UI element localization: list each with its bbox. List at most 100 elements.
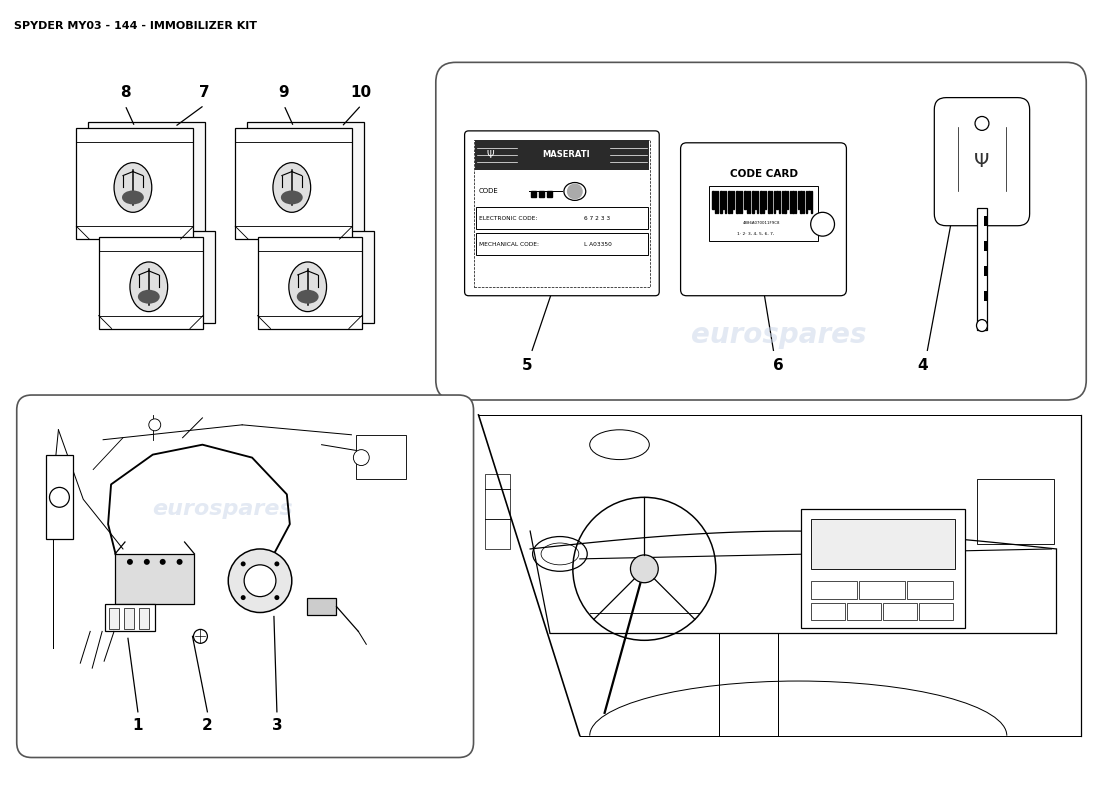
Bar <box>801 191 802 214</box>
Bar <box>768 191 770 214</box>
Bar <box>719 191 722 214</box>
Bar <box>859 581 904 598</box>
Bar <box>801 510 965 629</box>
FancyBboxPatch shape <box>464 131 659 296</box>
Text: CODE CARD: CODE CARD <box>729 169 798 178</box>
Circle shape <box>144 559 150 565</box>
Bar <box>109 607 119 630</box>
Circle shape <box>811 212 835 236</box>
Ellipse shape <box>977 319 988 331</box>
Ellipse shape <box>289 262 327 312</box>
FancyBboxPatch shape <box>474 140 649 170</box>
FancyBboxPatch shape <box>88 122 206 233</box>
Text: CODE: CODE <box>478 189 498 194</box>
Circle shape <box>241 562 245 566</box>
Bar <box>811 519 955 569</box>
Bar <box>906 581 953 598</box>
Circle shape <box>975 117 989 130</box>
Ellipse shape <box>114 162 152 212</box>
Bar <box>918 602 953 621</box>
Text: MECHANICAL CODE:: MECHANICAL CODE: <box>480 242 539 246</box>
Circle shape <box>566 183 583 199</box>
Circle shape <box>50 487 69 507</box>
Bar <box>547 191 552 198</box>
Circle shape <box>353 450 370 466</box>
Ellipse shape <box>297 290 319 304</box>
Text: ELECTRONIC CODE:: ELECTRONIC CODE: <box>480 216 538 221</box>
FancyBboxPatch shape <box>708 186 818 241</box>
Circle shape <box>126 559 133 565</box>
Text: eurospares: eurospares <box>691 322 866 350</box>
Text: 6 7 2 3 3: 6 7 2 3 3 <box>584 216 609 221</box>
Text: Ψ: Ψ <box>975 152 990 171</box>
Text: eurospares: eurospares <box>152 499 293 519</box>
Bar <box>744 191 746 210</box>
FancyBboxPatch shape <box>111 231 214 322</box>
Text: MASERATI: MASERATI <box>542 150 590 159</box>
FancyBboxPatch shape <box>270 231 374 322</box>
FancyBboxPatch shape <box>681 142 846 296</box>
Text: 4886A070011F9C8: 4886A070011F9C8 <box>742 222 780 226</box>
Circle shape <box>229 549 292 613</box>
Ellipse shape <box>564 182 585 200</box>
Circle shape <box>274 562 279 566</box>
Bar <box>45 454 74 539</box>
Text: 7: 7 <box>199 85 210 100</box>
Text: 3: 3 <box>272 718 283 734</box>
FancyBboxPatch shape <box>475 207 648 229</box>
FancyBboxPatch shape <box>934 98 1030 226</box>
Ellipse shape <box>122 190 144 204</box>
Bar <box>531 191 536 198</box>
Bar <box>811 602 845 621</box>
Circle shape <box>177 559 183 565</box>
Ellipse shape <box>130 262 167 312</box>
Bar <box>752 191 754 214</box>
Bar <box>882 602 916 621</box>
Bar <box>984 290 989 301</box>
Bar <box>539 191 544 198</box>
FancyBboxPatch shape <box>16 395 473 758</box>
Text: 10: 10 <box>351 85 372 100</box>
Bar <box>139 607 148 630</box>
Circle shape <box>148 419 161 430</box>
Text: 2: 2 <box>202 718 212 734</box>
FancyBboxPatch shape <box>475 233 648 255</box>
Text: Ψ: Ψ <box>486 150 494 160</box>
Text: SPYDER MY03 - 144 - IMMOBILIZER KIT: SPYDER MY03 - 144 - IMMOBILIZER KIT <box>14 21 256 30</box>
Text: 6: 6 <box>773 358 784 373</box>
Bar <box>106 603 155 631</box>
Bar <box>124 607 134 630</box>
Bar <box>307 598 337 615</box>
FancyBboxPatch shape <box>235 128 352 239</box>
Circle shape <box>160 559 166 565</box>
FancyBboxPatch shape <box>248 122 364 233</box>
Text: 9: 9 <box>278 85 289 100</box>
Bar <box>760 191 762 214</box>
Bar <box>984 266 989 276</box>
Circle shape <box>274 595 279 600</box>
Ellipse shape <box>280 190 302 204</box>
Bar <box>728 191 729 214</box>
Bar <box>984 216 989 226</box>
Bar <box>811 581 857 598</box>
Bar <box>356 434 406 479</box>
Bar <box>784 191 786 214</box>
FancyBboxPatch shape <box>257 237 362 329</box>
Bar <box>977 208 988 330</box>
Text: L A03350: L A03350 <box>584 242 612 246</box>
Bar <box>977 479 1055 544</box>
Bar <box>485 474 510 549</box>
Text: 1: 1 <box>133 718 143 734</box>
Ellipse shape <box>273 162 310 212</box>
Ellipse shape <box>138 290 160 304</box>
FancyBboxPatch shape <box>76 128 194 239</box>
Bar <box>847 602 881 621</box>
Bar <box>736 191 738 214</box>
Bar <box>808 191 811 210</box>
Circle shape <box>194 630 208 643</box>
Circle shape <box>244 565 276 597</box>
FancyBboxPatch shape <box>99 237 202 329</box>
Bar <box>792 191 794 214</box>
Text: 5: 5 <box>521 358 532 373</box>
Text: 1· 2· 3, 4, 5, 6, 7,: 1· 2· 3, 4, 5, 6, 7, <box>737 232 774 236</box>
